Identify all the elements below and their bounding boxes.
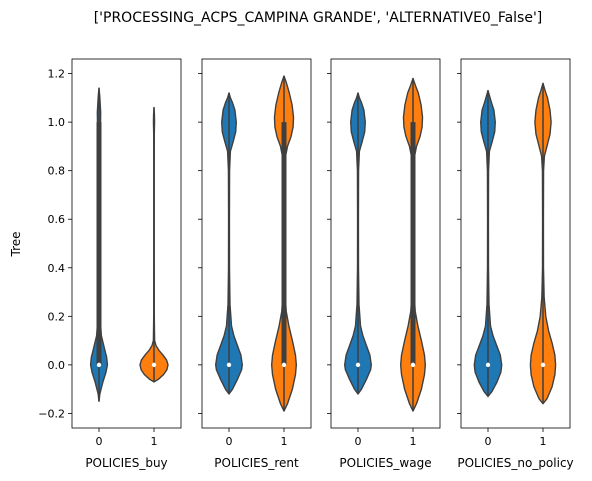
x-tick-label: 1	[151, 435, 158, 448]
panel-2: 0 1 POLICIES_rent	[198, 58, 312, 470]
panel-3: 0 1 POLICIES_wage	[327, 58, 441, 470]
violin-iqr-box	[410, 122, 416, 365]
violin-iqr-box	[96, 122, 102, 365]
y-tick-label: 1.2	[48, 68, 66, 81]
y-tick-label: −0.2	[38, 407, 65, 420]
violin-median-point	[151, 362, 157, 368]
chart-title: ['PROCESSING_ACPS_CAMPINA GRANDE', 'ALTE…	[94, 10, 543, 26]
violin-median-point	[281, 362, 287, 368]
x-tick-label: 1	[540, 435, 547, 448]
x-tick-label: 1	[281, 435, 288, 448]
x-tick-label: 0	[226, 435, 233, 448]
panel-frame	[330, 58, 441, 429]
panel-1: −0.2 0.0 0.2 0.4 0.6 0.8 1.0 1.2 0 1 POLICIES_buy	[38, 58, 182, 470]
y-tick-label: 1.0	[48, 116, 66, 129]
x-tick-label: 0	[96, 435, 103, 448]
violin-median-point	[96, 362, 102, 368]
panel-frame	[460, 58, 571, 429]
violin-median-point	[540, 362, 546, 368]
violin-median-point	[485, 362, 491, 368]
violin-median-point	[355, 362, 361, 368]
y-axis-label: Tree	[9, 231, 23, 257]
y-tick-label: 0.8	[48, 165, 66, 178]
panels: −0.2 0.0 0.2 0.4 0.6 0.8 1.0 1.2 0 1 POLICIES_buy 0…	[38, 58, 574, 470]
x-axis-label: POLICIES_wage	[339, 456, 431, 470]
y-tick-label: 0.2	[48, 310, 66, 323]
x-tick-label: 0	[485, 435, 492, 448]
y-tick-label: 0.4	[48, 262, 66, 275]
x-tick-label: 1	[410, 435, 417, 448]
violin-median-point	[410, 362, 416, 368]
violin-iqr-box	[281, 122, 287, 365]
y-tick-label: 0.0	[48, 359, 66, 372]
panel-4: 0 1 POLICIES_no_policy	[457, 58, 574, 470]
panel-frame	[71, 58, 182, 429]
x-tick-label: 0	[355, 435, 362, 448]
panel-frame	[201, 58, 312, 429]
violin-median-point	[226, 362, 232, 368]
x-axis-label: POLICIES_buy	[85, 456, 167, 470]
x-axis-label: POLICIES_no_policy	[457, 456, 573, 470]
y-tick-label: 0.6	[48, 213, 66, 226]
x-axis-label: POLICIES_rent	[214, 456, 299, 470]
